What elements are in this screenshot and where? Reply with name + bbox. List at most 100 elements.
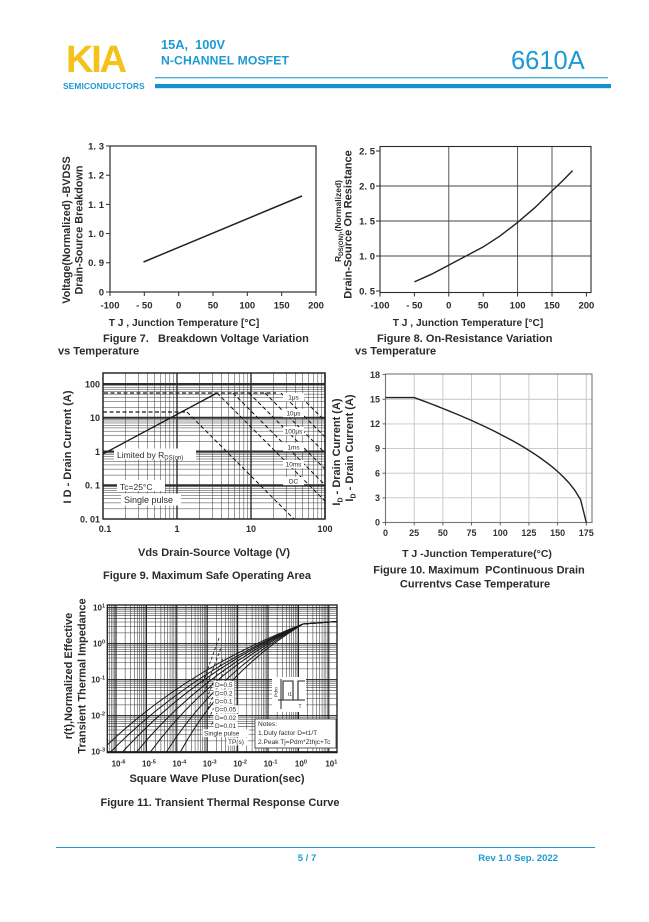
svg-text:10-2: 10-2 xyxy=(91,712,105,721)
svg-text:15A, 100V: 15A, 100V xyxy=(161,37,225,52)
svg-text:0. 01: 0. 01 xyxy=(80,514,100,524)
svg-text:10-2: 10-2 xyxy=(233,759,247,768)
svg-text:9: 9 xyxy=(375,444,380,454)
svg-text:175: 175 xyxy=(579,528,594,538)
svg-text:Rev 1.0 Sep. 2022: Rev 1.0 Sep. 2022 xyxy=(478,853,558,864)
svg-text:N-CHANNEL MOSFET: N-CHANNEL MOSFET xyxy=(161,54,289,68)
svg-text:Single pulse: Single pulse xyxy=(204,731,240,738)
svg-text:200: 200 xyxy=(308,301,324,312)
svg-text:100: 100 xyxy=(93,640,105,649)
svg-text:ID - Drain Current (A): ID - Drain Current (A) xyxy=(331,398,345,505)
svg-text:SEMICONDUCTORS: SEMICONDUCTORS xyxy=(63,81,145,91)
svg-text:vs Temperature: vs Temperature xyxy=(58,346,139,358)
svg-text:1: 1 xyxy=(95,447,100,457)
svg-text:0: 0 xyxy=(176,301,181,312)
svg-text:75: 75 xyxy=(467,528,477,538)
svg-text:Notes:: Notes: xyxy=(258,721,277,728)
svg-text:150: 150 xyxy=(274,301,290,312)
svg-text:D=0.05: D=0.05 xyxy=(215,707,237,714)
svg-text:Square Wave Pluse Duration(sec: Square Wave Pluse Duration(sec) xyxy=(129,773,304,785)
svg-text:10-6: 10-6 xyxy=(112,759,126,768)
svg-text:vs Temperature: vs Temperature xyxy=(355,346,436,358)
svg-text:10-1: 10-1 xyxy=(91,676,105,685)
svg-text:Figure 8. On-Resistance Variat: Figure 8. On-Resistance Variation xyxy=(377,333,553,345)
svg-text:100: 100 xyxy=(239,301,255,312)
svg-text:I D - Drain Current (A): I D - Drain Current (A) xyxy=(62,390,74,503)
svg-text:1. 3: 1. 3 xyxy=(88,141,104,152)
svg-text:t1: t1 xyxy=(288,692,292,698)
svg-text:-100: -100 xyxy=(370,301,389,312)
svg-text:100: 100 xyxy=(317,524,332,534)
svg-text:101: 101 xyxy=(325,759,337,768)
svg-text:1: 1 xyxy=(174,524,179,534)
svg-text:T J , Junction Temperature [°C: T J , Junction Temperature [°C] xyxy=(109,318,260,329)
svg-text:Figure 10. Maximum PContinuou: Figure 10. Maximum PContinuous Drain xyxy=(373,565,585,577)
svg-text:100: 100 xyxy=(85,380,100,390)
svg-text:150: 150 xyxy=(544,301,560,312)
svg-text:25: 25 xyxy=(409,528,419,538)
svg-text:150: 150 xyxy=(550,528,565,538)
svg-text:100: 100 xyxy=(295,759,307,768)
svg-text:50: 50 xyxy=(208,301,219,312)
svg-text:TP(s): TP(s) xyxy=(228,739,244,746)
svg-text:0. 1: 0. 1 xyxy=(85,481,100,491)
svg-text:2. 5: 2. 5 xyxy=(359,146,376,157)
svg-text:10-1: 10-1 xyxy=(264,759,278,768)
svg-text:Pdm: Pdm xyxy=(274,687,280,697)
svg-text:0: 0 xyxy=(383,528,388,538)
svg-text:Figure 7. Breakdown Voltage: Figure 7. Breakdown Voltage Variation xyxy=(103,333,309,345)
svg-text:Figure 9. Maximum Safe Operati: Figure 9. Maximum Safe Operating Area xyxy=(103,570,312,582)
svg-text:10ms: 10ms xyxy=(286,462,302,469)
svg-text:Drain-Source Breakdown: Drain-Source Breakdown xyxy=(74,166,86,295)
svg-text:1ms: 1ms xyxy=(287,445,299,452)
svg-text:-100: -100 xyxy=(100,301,119,312)
svg-text:6610A: 6610A xyxy=(511,47,585,75)
svg-text:15: 15 xyxy=(370,394,380,404)
svg-text:Voltage(Normalized) -BVDSS: Voltage(Normalized) -BVDSS xyxy=(61,156,73,303)
svg-text:100: 100 xyxy=(510,301,526,312)
svg-text:D=0.01: D=0.01 xyxy=(215,723,237,730)
svg-text:D=0.2: D=0.2 xyxy=(215,691,233,698)
svg-text:r(t),Normalized Effective: r(t),Normalized Effective xyxy=(63,613,75,740)
svg-text:50: 50 xyxy=(438,528,448,538)
svg-text:100: 100 xyxy=(493,528,508,538)
svg-text:Currentvs Case Temperature: Currentvs Case Temperature xyxy=(400,579,550,591)
svg-text:10-5: 10-5 xyxy=(142,759,156,768)
svg-text:T J , Junction Temperature [°C: T J , Junction Temperature [°C] xyxy=(393,318,544,329)
svg-text:Single pulse: Single pulse xyxy=(124,495,173,505)
svg-text:T: T xyxy=(298,704,301,710)
svg-text:Drain-Source On Resistance: Drain-Source On Resistance xyxy=(343,150,355,299)
svg-text:DC: DC xyxy=(289,479,299,486)
svg-text:KIA: KIA xyxy=(66,39,127,81)
svg-text:10μs: 10μs xyxy=(287,411,301,418)
svg-text:12: 12 xyxy=(370,419,380,429)
svg-text:10: 10 xyxy=(90,413,100,423)
svg-text:Limited by RDS(on): Limited by RDS(on) xyxy=(117,450,183,462)
svg-text:0: 0 xyxy=(446,301,451,312)
svg-text:125: 125 xyxy=(521,528,536,538)
svg-text:5 / 7: 5 / 7 xyxy=(298,853,317,864)
svg-text:1. 2: 1. 2 xyxy=(88,171,104,182)
svg-text:100μs: 100μs xyxy=(285,429,303,436)
svg-text:0. 5: 0. 5 xyxy=(359,286,376,297)
svg-text:Tc=25°C: Tc=25°C xyxy=(120,482,152,492)
svg-text:0: 0 xyxy=(99,287,104,298)
svg-text:50: 50 xyxy=(478,301,489,312)
svg-text:D=0.5: D=0.5 xyxy=(215,682,233,689)
svg-text:10: 10 xyxy=(246,524,256,534)
svg-text:1. 0: 1. 0 xyxy=(88,229,104,240)
svg-text:Figure 11. Transient Thermal R: Figure 11. Transient Thermal Response Cu… xyxy=(100,797,339,809)
svg-text:0. 9: 0. 9 xyxy=(88,258,104,269)
svg-text:2. 0: 2. 0 xyxy=(359,181,375,192)
svg-text:- 50: - 50 xyxy=(136,301,152,312)
svg-text:1μs: 1μs xyxy=(288,395,298,402)
svg-text:1. 1: 1. 1 xyxy=(88,200,105,211)
svg-text:D=0.02: D=0.02 xyxy=(215,715,237,722)
svg-text:Transient Thermal Impedance: Transient Thermal Impedance xyxy=(77,598,89,753)
svg-text:3: 3 xyxy=(375,493,380,503)
svg-text:- 50: - 50 xyxy=(406,301,422,312)
svg-text:Vds Drain-Source Voltage (V): Vds Drain-Source Voltage (V) xyxy=(138,547,290,559)
svg-text:1. 5: 1. 5 xyxy=(359,216,376,227)
svg-text:200: 200 xyxy=(578,301,594,312)
svg-text:1. 0: 1. 0 xyxy=(359,251,375,262)
